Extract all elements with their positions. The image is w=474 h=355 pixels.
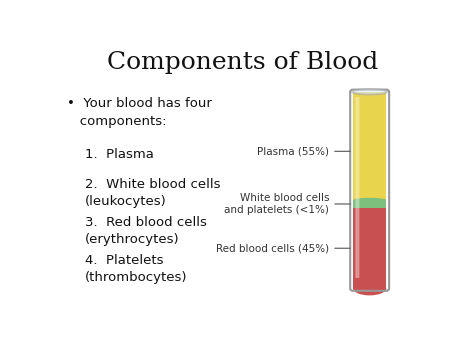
Ellipse shape [353, 198, 386, 202]
Bar [353, 200, 386, 208]
Ellipse shape [352, 89, 387, 94]
Text: 2.  White blood cells
(leukocytes): 2. White blood cells (leukocytes) [85, 178, 220, 208]
Text: White blood cells
and platelets (<1%): White blood cells and platelets (<1%) [224, 193, 350, 215]
Text: 3.  Red blood cells
(erythrocytes): 3. Red blood cells (erythrocytes) [85, 216, 207, 246]
Bar [353, 92, 386, 200]
Text: 1.  Plasma: 1. Plasma [85, 148, 154, 161]
Text: Red blood cells (45%): Red blood cells (45%) [216, 243, 350, 253]
Bar [353, 208, 386, 289]
FancyBboxPatch shape [356, 97, 359, 278]
Text: Components of Blood: Components of Blood [107, 51, 379, 74]
Ellipse shape [353, 282, 386, 295]
Text: Plasma (55%): Plasma (55%) [257, 146, 350, 156]
Text: 4.  Platelets
(thrombocytes): 4. Platelets (thrombocytes) [85, 255, 187, 284]
Text: •  Your blood has four
   components:: • Your blood has four components: [66, 97, 211, 128]
